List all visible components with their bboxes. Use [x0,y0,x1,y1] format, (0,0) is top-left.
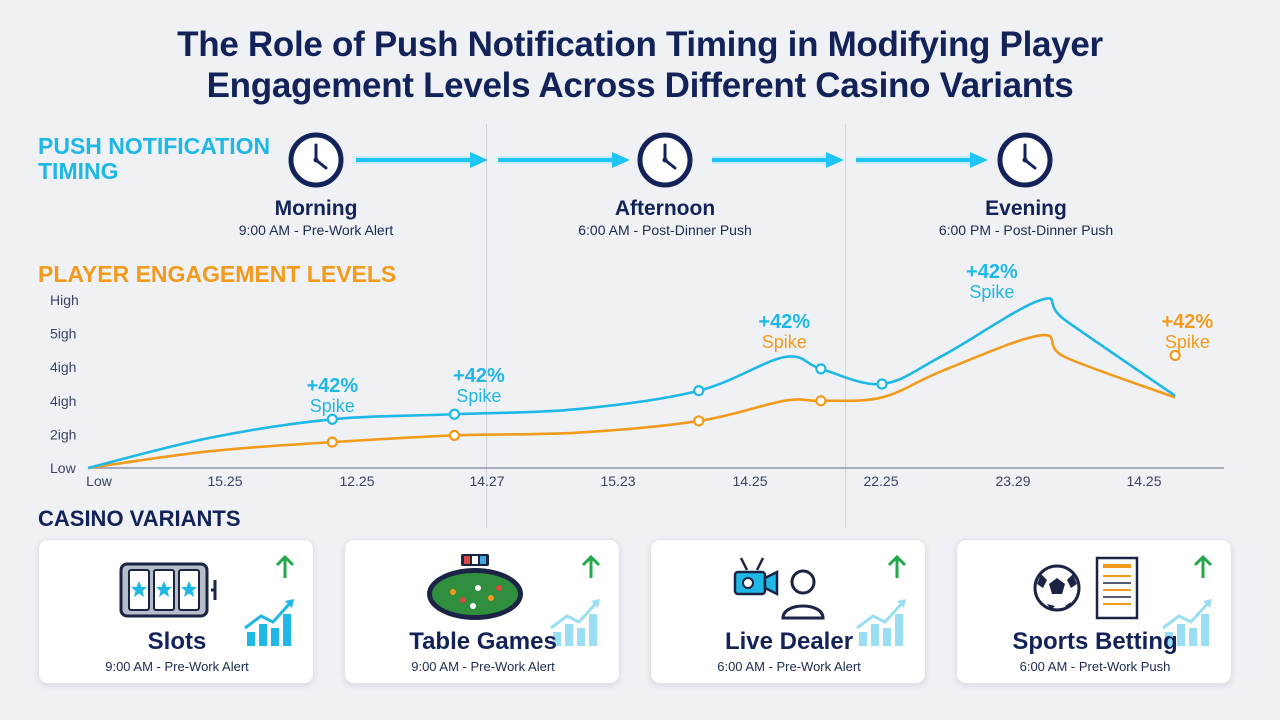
arrow-up-icon [581,554,601,578]
arrow-right-icon [856,152,988,168]
variant-card-sports-betting[interactable]: Sports Betting 6:00 AM - Pret-Work Push [956,539,1232,684]
variant-name: Slots [147,628,207,655]
data-point [876,378,888,390]
data-point [448,429,461,442]
series-line [87,297,1176,470]
y-tick-label: 4igh [50,359,76,375]
y-tick-label: 2igh [50,426,76,442]
data-point [326,413,338,425]
spike-annotation-label: Spike [456,386,501,406]
slot-machine-icon [119,562,217,618]
y-tick-label: Low [50,460,77,476]
arrow-right-icon [356,152,488,168]
arrow-right-icon [712,152,844,168]
bar-trend-icon [244,599,294,646]
spike-annotation-pct: +42% [758,311,810,333]
x-tick-label: 15.25 [207,473,242,489]
push-timing-text: PUSH NOTIFICATION TIMING [38,133,271,184]
column-separator [845,124,846,528]
timing-name-morning: Morning [274,197,358,220]
timing-name-afternoon: Afternoon [614,197,716,220]
poker-table-icon [427,554,523,620]
push-timing-label: PUSH NOTIFICATION TIMING [38,134,298,184]
variant-sub: 9:00 AM - Pre-Work Alert [411,659,555,674]
spike-annotation-pct: +42% [1161,311,1213,333]
x-tick-label: 23.29 [995,473,1030,489]
y-tick-label: 5igh [50,326,76,342]
title-line-2: Engagement Levels Across Different Casin… [206,66,1074,105]
variant-name: Sports Betting [1012,628,1178,655]
column-separator [486,124,487,528]
arrow-up-icon [887,554,907,578]
spike-annotation-label: Spike [762,332,807,352]
timing-sub-morning: 9:00 AM - Pre-Work Alert [238,222,394,238]
variant-card-slots[interactable]: Slots 9:00 AM - Pre-Work Alert [38,539,314,684]
engagement-line-chart: Low 2igh 4igh 4igh 5igh High Low 15.25 12.25 14.2… [50,261,1224,489]
variant-sub: 6:00 AM - Pre-Work Alert [717,659,861,674]
bar-trend-icon [1162,599,1212,646]
bar-trend-icon [550,599,600,646]
bar-trend-icon [856,599,906,646]
y-tick-label: 4igh [50,393,76,409]
data-point [1169,349,1181,362]
timing-sub-evening: 6:00 PM - Post-Dinner Push [938,222,1114,238]
variant-name: Table Games [409,628,557,655]
variant-card-table-games[interactable]: Table Games 9:00 AM - Pre-Work Alert [344,539,620,684]
timing-name-evening: Evening [985,197,1067,220]
x-tick-label: 14.27 [469,473,504,489]
data-point [693,415,705,427]
x-tick-label: 22.25 [863,473,898,489]
casino-variants-label: CASINO VARIANTS [38,506,241,531]
data-point [815,395,827,407]
arrow-right-icon [498,152,630,168]
title-line-1: The Role of Push Notification Timing in … [177,25,1103,64]
x-tick-label: 14.25 [1126,473,1161,489]
spike-annotation-label: Spike [310,396,355,416]
clock-icon [997,132,1053,188]
video-camera-icon [733,557,825,620]
engagement-label: PLAYER ENGAGEMENT LEVELS [38,261,397,287]
y-tick-label: High [50,292,79,308]
arrow-up-icon [275,554,295,578]
spike-annotation-label: Spike [969,282,1014,302]
variant-sub: 9:00 AM - Pre-Work Alert [105,659,249,674]
variant-sub: 6:00 AM - Pret-Work Push [1019,659,1171,674]
x-tick-label: Low [86,473,113,489]
data-point [326,436,338,448]
x-tick-label: 12.25 [339,473,374,489]
x-tick-label: 15.23 [600,473,635,489]
timing-sub-afternoon: 6:00 AM - Post-Dinner Push [578,222,752,238]
spike-annotation-pct: +42% [453,365,505,387]
variant-card-live-dealer[interactable]: Live Dealer 6:00 AM - Pre-Work Alert [650,539,926,684]
data-point [693,385,705,397]
data-point [448,408,461,420]
data-point [815,363,827,375]
series-line [87,333,1176,470]
clock-icon [637,132,693,188]
variant-name: Live Dealer [724,628,854,655]
spike-annotation-pct: +42% [966,261,1018,283]
clock-icon [288,132,344,188]
spike-annotation-pct: +42% [306,375,358,397]
page-title: The Role of Push Notification Timing in … [0,24,1280,106]
soccer-ball-icon [1033,556,1139,620]
spike-annotation-label: Spike [1165,332,1210,352]
x-tick-label: 14.25 [732,473,767,489]
arrow-up-icon [1193,554,1213,578]
